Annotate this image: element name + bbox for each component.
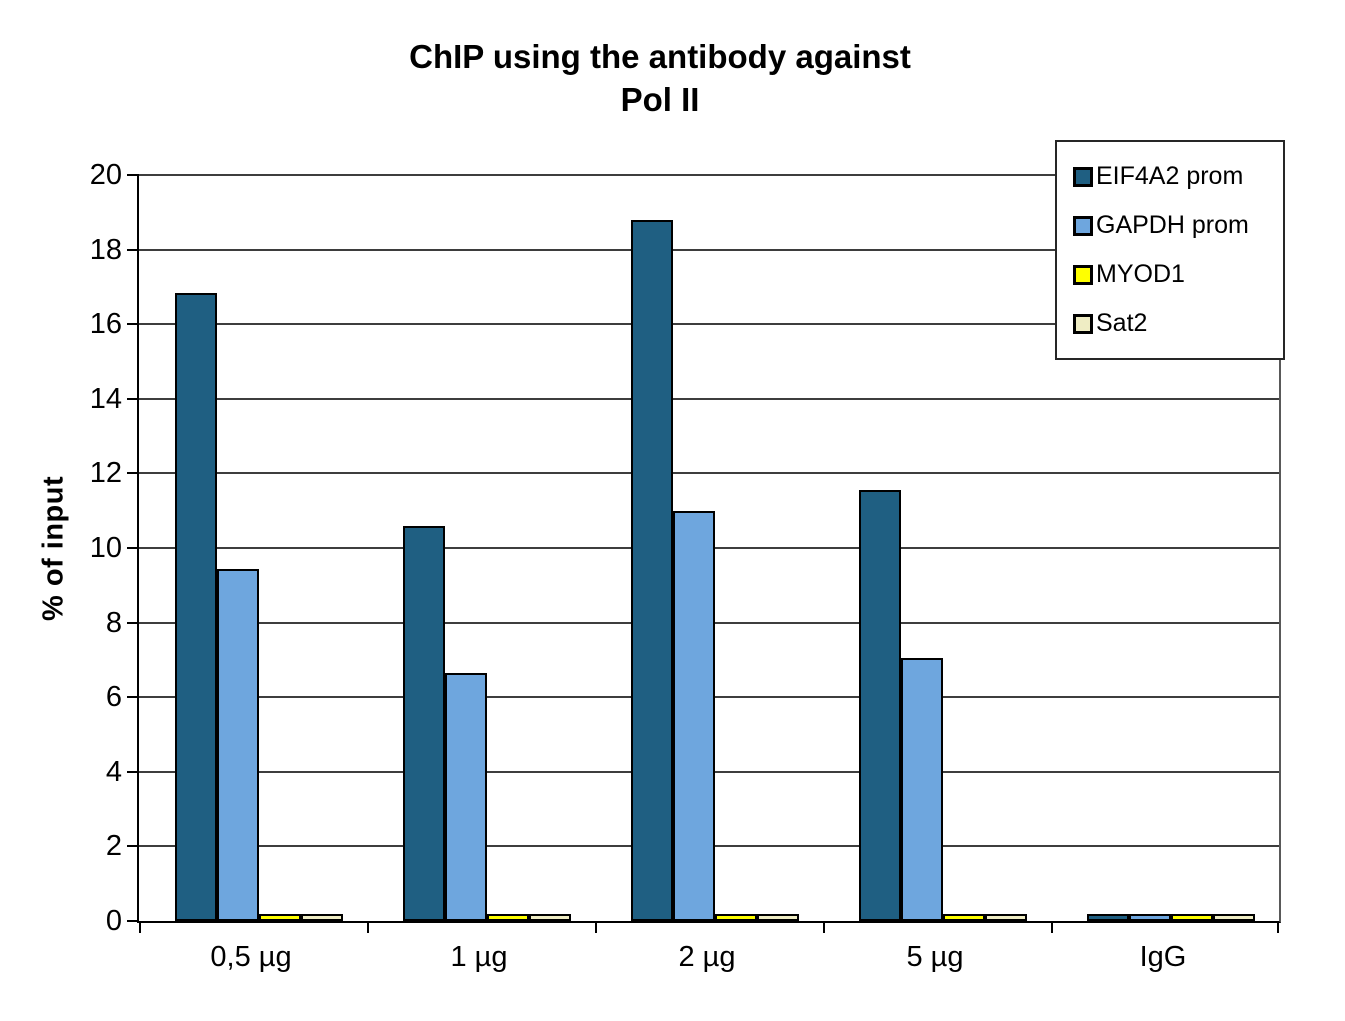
x-tick-mark-5 xyxy=(1277,921,1279,933)
bar-myod1-3 xyxy=(715,914,757,921)
category-label-4: 5 µg xyxy=(906,941,964,973)
y-tick-mark-0 xyxy=(127,920,139,922)
y-tick-mark-14 xyxy=(127,397,139,400)
legend-label: GAPDH prom xyxy=(1096,211,1249,239)
legend: EIF4A2 prom GAPDH prom MYOD1 Sat2 xyxy=(1055,140,1285,360)
legend-label: Sat2 xyxy=(1096,309,1148,337)
x-tick-mark-2 xyxy=(595,921,597,933)
bar-sat2-3 xyxy=(757,914,799,921)
bar-eif4a2-prom-4 xyxy=(859,490,901,921)
gridline-y-14 xyxy=(139,397,1279,400)
y-tick-mark-10 xyxy=(127,547,139,549)
y-tick-mark-8 xyxy=(127,621,139,624)
legend-swatch-icon xyxy=(1073,264,1093,285)
y-tick-mark-16 xyxy=(127,323,139,326)
gridline-y-20 xyxy=(139,174,1279,176)
bar-gapdh-prom-3 xyxy=(673,510,715,921)
y-tick-mark-20 xyxy=(127,174,139,176)
chart-title-line-1: ChIP using the antibody against xyxy=(409,38,911,75)
y-tick-label-18: 18 xyxy=(89,233,122,266)
y-tick-label-6: 6 xyxy=(105,681,122,714)
legend-item-sat2: Sat2 xyxy=(1057,299,1283,348)
category-label-5: IgG xyxy=(1139,941,1187,973)
x-tick-mark-4 xyxy=(1051,921,1053,933)
y-tick-mark-18 xyxy=(127,248,139,251)
legend-label: MYOD1 xyxy=(1096,260,1185,288)
x-tick-mark-0 xyxy=(139,921,141,933)
y-tick-mark-4 xyxy=(127,770,139,773)
bar-eif4a2-prom-5 xyxy=(1087,914,1129,921)
y-tick-label-20: 20 xyxy=(89,159,122,191)
y-tick-mark-12 xyxy=(127,472,139,475)
bar-sat2-4 xyxy=(985,914,1027,921)
y-tick-label-8: 8 xyxy=(105,606,122,639)
bar-myod1-5 xyxy=(1171,914,1213,921)
y-tick-mark-6 xyxy=(127,696,139,699)
y-tick-label-16: 16 xyxy=(89,308,122,341)
legend-item-myod1: MYOD1 xyxy=(1057,250,1283,299)
category-label-2: 1 µg xyxy=(450,941,508,973)
y-tick-label-2: 2 xyxy=(105,830,122,863)
bar-gapdh-prom-1 xyxy=(217,568,259,921)
bar-gapdh-prom-2 xyxy=(445,672,487,921)
bar-myod1-4 xyxy=(943,914,985,921)
plot-area xyxy=(127,174,1281,933)
y-tick-mark-2 xyxy=(127,845,139,848)
bar-sat2-5 xyxy=(1213,914,1255,921)
legend-swatch-icon xyxy=(1073,313,1093,334)
chart-title-line-2: Pol II xyxy=(620,80,700,118)
chart-title: ChIP using the antibody against Pol II xyxy=(0,36,1320,122)
bar-eif4a2-prom-3 xyxy=(631,219,673,921)
y-tick-label-10: 10 xyxy=(89,532,122,564)
legend-label: EIF4A2 prom xyxy=(1096,162,1244,190)
legend-item-gapdh-prom: GAPDH prom xyxy=(1057,201,1283,250)
x-tick-mark-3 xyxy=(823,921,825,933)
x-tick-mark-1 xyxy=(367,921,369,933)
bar-sat2-2 xyxy=(529,914,571,921)
y-tick-label-4: 4 xyxy=(105,755,122,788)
category-label-1: 0,5 µg xyxy=(210,941,292,973)
bar-myod1-1 xyxy=(259,914,301,921)
bar-myod1-2 xyxy=(487,914,529,921)
gridline-y-18 xyxy=(139,248,1279,251)
legend-swatch-icon xyxy=(1073,215,1093,236)
legend-swatch-icon xyxy=(1073,166,1093,187)
legend-item-eif4a2-prom: EIF4A2 prom xyxy=(1057,152,1283,201)
bar-sat2-1 xyxy=(301,914,343,921)
category-label-3: 2 µg xyxy=(678,941,736,973)
gridline-y-12 xyxy=(139,472,1279,475)
y-tick-label-14: 14 xyxy=(89,382,122,415)
gridline-y-16 xyxy=(139,323,1279,326)
bar-eif4a2-prom-1 xyxy=(175,292,217,921)
y-tick-label-12: 12 xyxy=(89,457,122,490)
y-tick-label-0: 0 xyxy=(105,905,122,937)
bar-gapdh-prom-5 xyxy=(1129,914,1171,921)
bar-gapdh-prom-4 xyxy=(901,658,943,921)
bar-eif4a2-prom-2 xyxy=(403,525,445,921)
